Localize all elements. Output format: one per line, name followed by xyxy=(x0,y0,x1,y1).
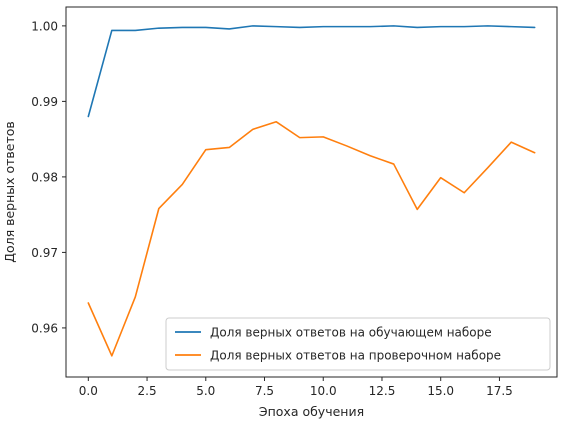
series-line-1 xyxy=(87,25,536,118)
plot-frame xyxy=(65,6,558,378)
legend-box xyxy=(165,317,551,371)
legend-label-2: Доля верных ответов на проверочном набор… xyxy=(210,349,501,363)
legend: Доля верных ответов на обучающем наборе Д… xyxy=(165,317,551,371)
x-axis-title: Эпоха обучения xyxy=(259,404,364,419)
series-line-2 xyxy=(87,120,536,357)
series-lines xyxy=(87,25,536,357)
x-tick-label: 15.0 xyxy=(427,384,454,398)
x-tick-label: 10.0 xyxy=(310,384,337,398)
y-axis: 0.96 0.97 0.98 0.99 1.00 xyxy=(31,19,66,335)
x-axis: 0.0 2.5 5.0 7.5 10.0 12.5 15.0 17.5 xyxy=(79,377,513,398)
x-tick-label: 5.0 xyxy=(196,384,215,398)
x-tick-label: 12.5 xyxy=(369,384,396,398)
legend-label-1: Доля верных ответов на обучающем наборе xyxy=(210,326,492,340)
y-tick-label: 0.97 xyxy=(31,246,58,260)
x-tick-label: 17.5 xyxy=(486,384,513,398)
x-tick-label: 7.5 xyxy=(255,384,274,398)
y-tick-label: 0.99 xyxy=(31,95,58,109)
x-tick-label: 0.0 xyxy=(79,384,98,398)
y-tick-label: 1.00 xyxy=(31,19,58,33)
x-tick-label: 2.5 xyxy=(138,384,157,398)
y-tick-label: 0.98 xyxy=(31,170,58,184)
y-axis-title: Доля верных ответов xyxy=(2,121,17,263)
y-tick-label: 0.96 xyxy=(31,321,58,335)
